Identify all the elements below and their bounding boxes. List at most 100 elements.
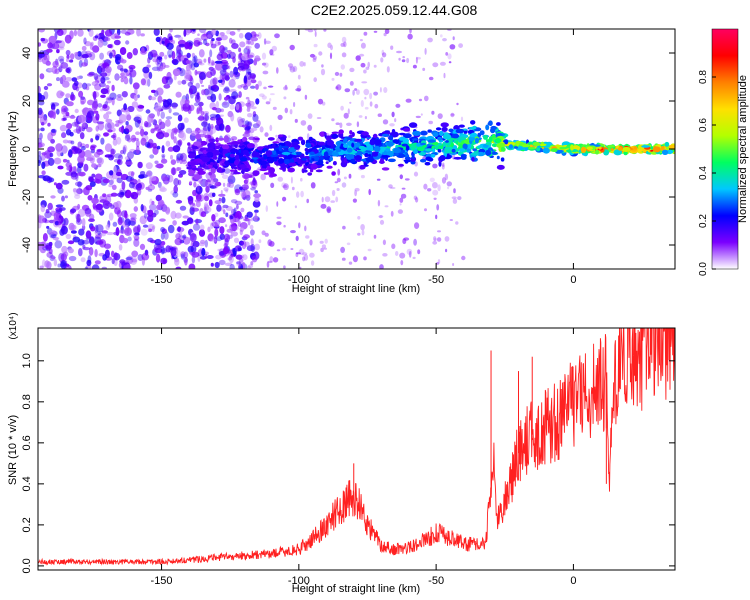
spectrogram-cell	[41, 161, 46, 169]
spectrogram-cell	[283, 183, 289, 191]
spectrogram-cell	[452, 263, 455, 266]
spectrogram-cell	[310, 260, 315, 266]
spectrogram-cell	[96, 148, 103, 152]
spectrogram-cell	[105, 66, 112, 73]
spectrogram-cell	[97, 103, 103, 108]
spectrogram-cell	[212, 68, 216, 75]
spectrogram-cell	[326, 165, 333, 169]
spectrogram-cell	[241, 53, 248, 61]
spectrogram-cell	[47, 146, 55, 153]
spectrogram-cell	[437, 146, 444, 150]
spectrogram-cell	[252, 74, 256, 80]
spectrogram-cell	[449, 219, 453, 221]
spectrogram-cell	[172, 191, 179, 198]
spectrogram-cell	[224, 96, 229, 101]
spectrogram-cell	[97, 121, 105, 131]
spectrogram-cell	[302, 169, 308, 173]
spectrogram-cell	[500, 146, 506, 152]
spectrogram-cell	[261, 52, 267, 60]
spectrogram-cell	[334, 71, 340, 76]
spectrogram-cell	[269, 256, 274, 263]
spectrogram-cell	[404, 152, 409, 155]
spectrogram-cell	[360, 42, 366, 49]
spectrogram-cell	[204, 206, 207, 212]
spectrogram-cell	[231, 73, 237, 81]
spectrogram-cell	[218, 217, 226, 224]
spectrogram-cell	[129, 148, 136, 153]
spectrogram-cell	[394, 118, 397, 123]
spectrogram-cell	[267, 85, 274, 88]
spectrogram-cell	[340, 42, 346, 47]
spectrogram-cell	[263, 86, 267, 90]
spectrogram-cell	[405, 145, 410, 151]
spectrogram-cell	[159, 187, 167, 193]
spectrogram-cell	[73, 188, 81, 197]
spectrogram-cell	[211, 214, 216, 222]
spectrogram-cell	[306, 133, 310, 140]
spectrogram-cell	[341, 182, 347, 188]
spectrogram-cell	[323, 247, 327, 250]
spectrogram-cell	[117, 217, 123, 226]
spectrogram-cell	[137, 182, 142, 189]
spectrogram-cell	[111, 258, 115, 265]
spectrogram-cell	[237, 139, 241, 143]
spectrogram-cell	[174, 212, 182, 219]
spectrogram-cell	[496, 164, 505, 170]
spectrogram-cell	[373, 30, 378, 33]
spectrogram-cell	[204, 239, 208, 248]
spectrogram-cell	[108, 154, 114, 161]
spectrogram-cell	[194, 94, 201, 103]
spectrogram-cell	[135, 145, 140, 155]
spectrogram-cell	[251, 151, 260, 158]
spectrogram-cell	[412, 256, 416, 260]
spectrogram-cell	[340, 105, 344, 111]
spectrogram-cell	[496, 122, 501, 126]
spectrogram-cell	[304, 225, 307, 232]
spectrogram-cell	[54, 240, 63, 249]
spectrogram-cell	[202, 111, 210, 116]
spectrogram-cell	[351, 132, 355, 137]
spectrogram-cell	[202, 33, 207, 37]
spectrogram-cell	[245, 68, 252, 74]
spectrogram-cell	[408, 122, 418, 128]
spectrogram-cell	[107, 97, 114, 101]
spectrogram-ytick-label: -20	[21, 189, 33, 205]
spectrogram-cell	[211, 29, 217, 36]
spectrogram-cell	[199, 255, 207, 260]
spectrogram-cell	[46, 261, 52, 269]
spectrogram-cell	[167, 49, 174, 58]
spectrogram-cell	[125, 40, 130, 45]
spectrogram-cell	[222, 101, 228, 106]
spectrogram-cell	[413, 195, 418, 200]
spectrogram-cell	[252, 123, 260, 129]
spectrogram-cell	[352, 198, 357, 203]
spectrogram-cell	[287, 153, 293, 160]
spectrogram-cell	[425, 156, 432, 161]
spectrogram-cell	[269, 98, 272, 102]
spectrogram-cell	[436, 237, 442, 242]
spectrogram-cell	[542, 147, 550, 154]
spectrogram-cell	[217, 41, 222, 46]
spectrogram-cell	[48, 67, 55, 72]
spectrogram-cell	[365, 66, 370, 71]
spectrogram-cell	[125, 256, 133, 261]
spectrogram-cell	[118, 126, 124, 133]
snr-frame	[37, 327, 676, 571]
spectrogram-cell	[586, 146, 593, 150]
spectrogram-cell	[641, 145, 650, 148]
spectrogram-cell	[399, 174, 403, 180]
spectrogram-cell	[93, 151, 101, 158]
spectrogram-cell	[170, 102, 179, 108]
spectrogram-cell	[184, 99, 190, 105]
spectrogram-cell	[246, 211, 253, 218]
spectrogram-cell	[103, 199, 109, 207]
spectrogram-cell	[393, 147, 401, 154]
spectrogram-cell	[390, 186, 396, 190]
spectrogram-cell	[65, 111, 70, 117]
spectrogram-cell	[354, 155, 362, 161]
spectrogram-cell	[41, 259, 46, 268]
snr-spikes	[353, 350, 607, 499]
spectrogram-cell	[68, 222, 75, 231]
spectrogram-cell	[94, 260, 101, 265]
spectrogram-cell	[397, 163, 404, 167]
